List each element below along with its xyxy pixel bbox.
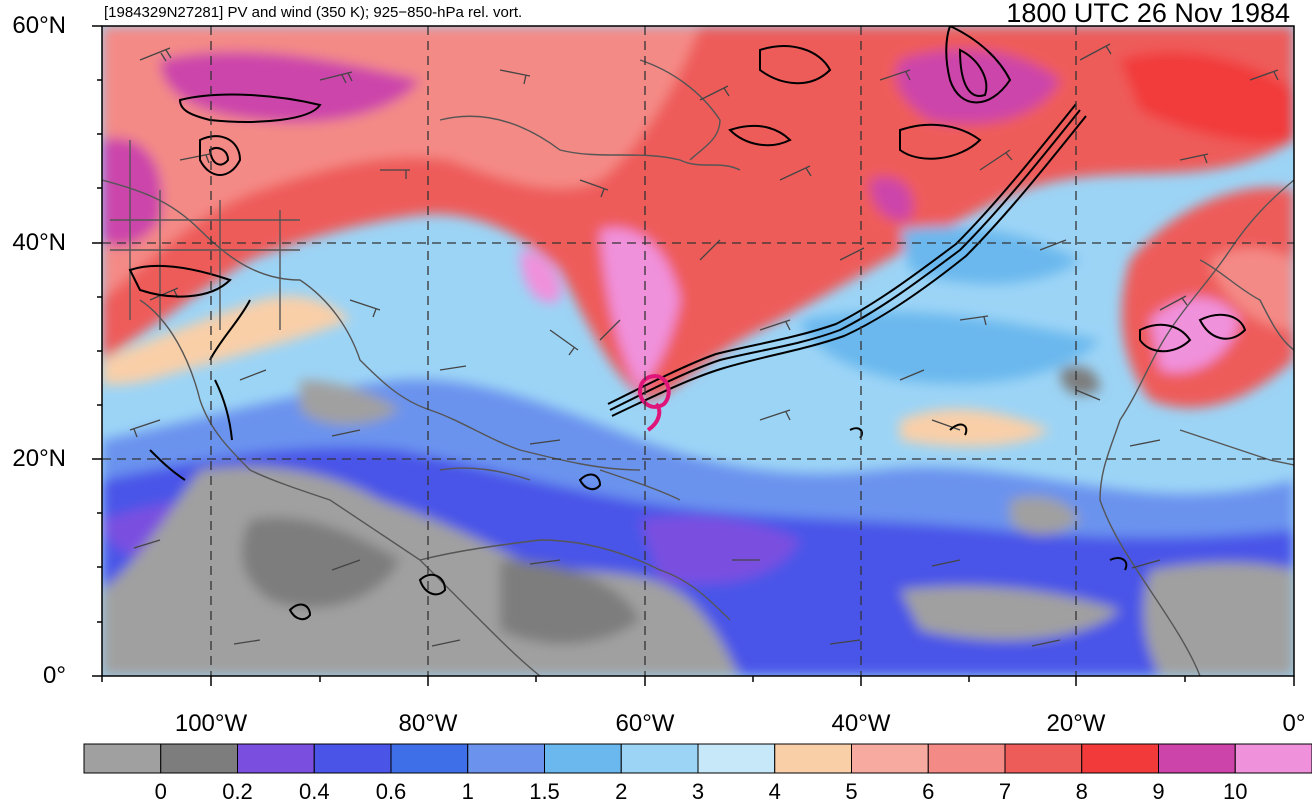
- colorbar-label: 10: [1223, 779, 1248, 804]
- colorbar-swatch: [390, 743, 469, 774]
- colorbar-label: 8: [1075, 779, 1088, 804]
- axis-ticks: [92, 25, 1295, 686]
- lon-label-60w: 60°W: [615, 710, 675, 737]
- colorbar-label: 5: [845, 779, 858, 804]
- colorbar-label: 3: [691, 779, 705, 804]
- colorbar-label: 0: [154, 779, 167, 804]
- lat-label-0: 0°: [43, 662, 66, 689]
- colorbar-label: 7: [998, 779, 1012, 804]
- colorbar-swatch: [851, 743, 929, 774]
- colorbar-label: 0.4: [299, 779, 330, 804]
- colorbar-label: 0.6: [375, 779, 407, 804]
- colorbar-swatch: [313, 743, 392, 774]
- vorticity-contours: [128, 26, 1247, 621]
- colorbar-swatch: [1081, 743, 1159, 774]
- colorbar-label: 6: [922, 779, 935, 804]
- map-title-right: 1800 UTC 26 Nov 1984: [1006, 0, 1290, 28]
- lon-label-0: 0°: [1282, 710, 1306, 737]
- colorbar: [83, 743, 1312, 774]
- colorbar-swatch: [467, 743, 545, 774]
- colorbar-swatch: [1234, 743, 1312, 774]
- colorbar-label: 2: [615, 779, 628, 804]
- colorbar-swatch: [927, 743, 1006, 774]
- colorbar-label: 9: [1152, 779, 1165, 804]
- lat-label-60n: 60°N: [12, 12, 66, 39]
- colorbar-label: 0.2: [222, 779, 253, 804]
- coastlines: [102, 59, 1294, 676]
- colorbar-swatch: [1004, 743, 1083, 774]
- lon-label-40w: 40°W: [831, 710, 891, 737]
- pv-field: [102, 26, 1294, 676]
- colorbar-swatch: [774, 743, 852, 774]
- colorbar-label: 4: [768, 779, 781, 804]
- colorbar-label: 1.5: [529, 779, 560, 804]
- colorbar-label: 1: [461, 779, 474, 804]
- colorbar-swatch: [160, 743, 238, 774]
- lon-label-100w: 100°W: [174, 710, 248, 737]
- wind-barbs: [129, 43, 1279, 647]
- lon-label-80w: 80°W: [398, 710, 458, 737]
- colorbar-swatch: [237, 743, 315, 774]
- colorbar-swatch: [697, 743, 776, 774]
- grid-lines: [102, 26, 1294, 676]
- map-title-left: [1984329N27281] PV and wind (350 K); 925…: [104, 4, 523, 21]
- lat-label-20n: 20°N: [12, 445, 66, 472]
- lat-label-40n: 40°N: [12, 229, 66, 256]
- colorbar-swatch: [83, 743, 162, 774]
- colorbar-swatch: [1158, 743, 1236, 774]
- colorbar-swatch: [620, 743, 699, 774]
- lon-label-20w: 20°W: [1046, 710, 1106, 737]
- colorbar-swatch: [544, 743, 622, 774]
